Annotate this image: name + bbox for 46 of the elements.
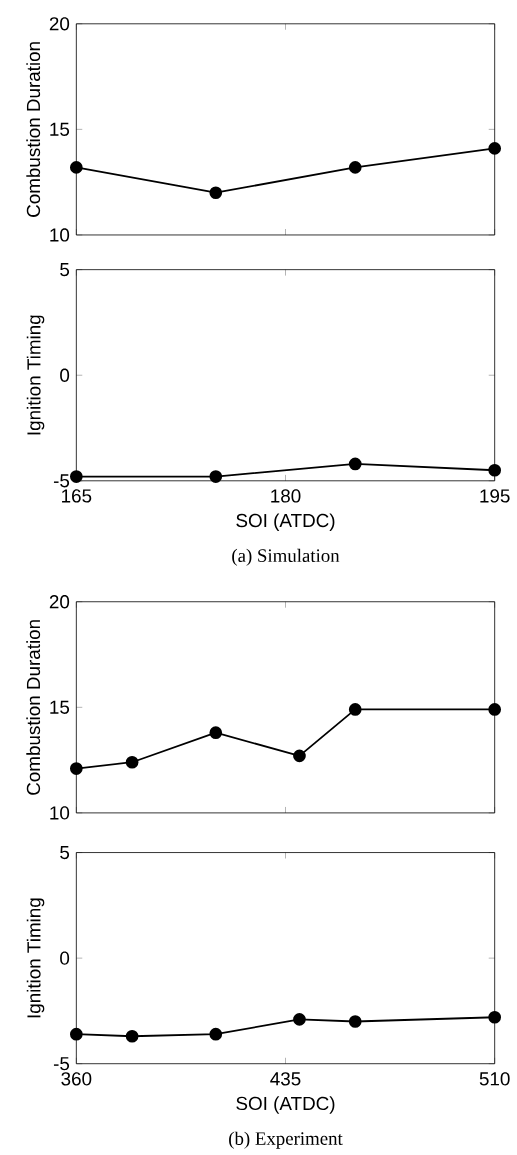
point xyxy=(70,470,83,483)
y-tick-label: 5 xyxy=(60,263,70,277)
point xyxy=(70,762,83,775)
x-tick-label: 165 xyxy=(62,489,92,503)
point xyxy=(293,749,306,763)
point xyxy=(349,457,362,471)
point xyxy=(349,1015,362,1028)
point xyxy=(209,186,223,200)
point xyxy=(70,161,83,174)
point xyxy=(125,755,139,769)
x-tick-label: 510 xyxy=(479,1072,510,1086)
y-tick-label: 20 xyxy=(50,595,70,609)
x-tick-label: 360 xyxy=(61,1072,92,1086)
point xyxy=(293,1013,306,1026)
y-axis-title: Combustion Duration xyxy=(26,42,41,217)
y-tick-label: -5 xyxy=(54,1057,70,1071)
y-tick-label: 0 xyxy=(60,368,70,382)
text: (b) Experiment xyxy=(229,1131,343,1149)
y-tick-label: -5 xyxy=(54,474,70,488)
point xyxy=(488,463,502,477)
point xyxy=(125,1029,139,1043)
y-axis-title: Combustion Duration xyxy=(26,620,41,795)
y-tick-label: 10 xyxy=(50,806,70,820)
point xyxy=(488,703,502,716)
point xyxy=(209,1027,223,1041)
x-tick-label: 195 xyxy=(480,489,510,503)
point xyxy=(209,726,223,739)
x-axis-title: SOI (ATDC) xyxy=(236,513,335,531)
y-axis-title: Ignition Timing xyxy=(26,315,45,435)
y-tick-label: 15 xyxy=(50,700,70,714)
y-axis-title: Ignition Timing xyxy=(26,898,45,1018)
point xyxy=(488,142,502,155)
x-tick-label: 435 xyxy=(270,1072,301,1086)
x-axis-title: SOI (ATDC) xyxy=(236,1096,335,1114)
y-tick-label: 10 xyxy=(50,228,70,242)
y-tick-label: 0 xyxy=(60,951,70,965)
point xyxy=(209,470,223,483)
point xyxy=(349,161,362,174)
y-tick-label: 15 xyxy=(50,122,70,136)
point xyxy=(70,1027,83,1041)
x-tick-label: 180 xyxy=(271,489,301,503)
point xyxy=(349,703,362,716)
text: (a) Simulation xyxy=(232,548,340,566)
point xyxy=(488,1010,502,1024)
y-tick-label: 20 xyxy=(50,17,70,31)
y-tick-label: 5 xyxy=(60,845,70,860)
